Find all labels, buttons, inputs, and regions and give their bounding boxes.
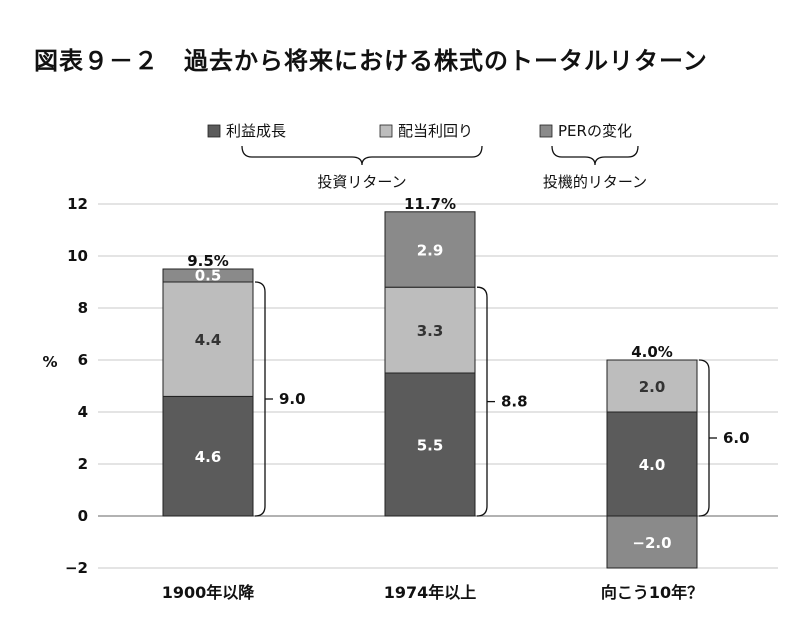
investment-return-bracket [698,359,710,517]
bar-segment [606,411,698,517]
y-tick-label: 10 [67,247,88,265]
segment-value-label: 2.9 [417,242,444,260]
investment-return-bracket [254,281,266,517]
bar-segment [606,359,698,413]
legend: 利益成長 配当利回り PERの変化 投資リターン 投機的リターン [207,122,647,191]
legend-swatch-per-change [539,124,553,138]
legend-bracket-speculative [551,145,639,166]
investment-return-label: 8.8 [501,393,528,411]
segment-value-label: 3.3 [417,322,444,340]
chart-title: 図表９－２ 過去から将来における株式のトータルリターン [34,47,708,75]
segment-value-label: 4.0 [639,456,666,474]
segment-value-label: 4.4 [195,331,222,349]
legend-label-dividend-yield: 配当利回り [398,122,473,140]
bar-segment [606,515,698,569]
investment-return-label: 6.0 [723,429,750,447]
segment-value-label: 5.5 [417,437,444,455]
y-tick-label: 4 [78,403,88,421]
bar-segment [384,211,476,288]
segment-value-label: 4.6 [195,448,222,466]
legend-label-earnings-growth: 利益成長 [226,122,286,140]
y-tick-label: −2 [65,559,88,577]
segment-value-label: 0.5 [195,267,222,285]
bar-segment [162,395,254,517]
legend-bracket-investment [241,145,483,166]
bar-segment [384,286,476,374]
legend-label-per-change: PERの変化 [558,122,632,140]
x-tick-label: 向こう10年？ [601,583,703,602]
investment-return-bracket [476,286,488,517]
segment-value-label: −2.0 [632,534,671,552]
y-axis-label: % [42,353,57,371]
investment-return-label: 9.0 [279,390,306,408]
y-tick-label: 0 [78,507,88,525]
bar-total-label: 11.7% [404,195,456,213]
segment-value-label: 2.0 [639,378,666,396]
bar-segment [162,268,254,283]
y-tick-label: 12 [67,195,88,213]
x-tick-label: 1974年以上 [384,583,477,602]
bar-segment [162,281,254,397]
y-tick-label: 8 [78,299,88,317]
bar-total-label: 4.0% [631,343,673,361]
bar-total-label: 9.5% [187,252,229,270]
y-tick-label: 2 [78,455,88,473]
legend-swatch-dividend-yield [379,124,393,138]
legend-group-speculative-return: 投機的リターン [543,173,647,191]
bar-segment [384,372,476,517]
legend-group-investment-return: 投資リターン [317,173,406,191]
x-tick-label: 1900年以降 [162,583,256,602]
y-tick-label: 6 [78,351,88,369]
legend-swatch-earnings-growth [207,124,221,138]
